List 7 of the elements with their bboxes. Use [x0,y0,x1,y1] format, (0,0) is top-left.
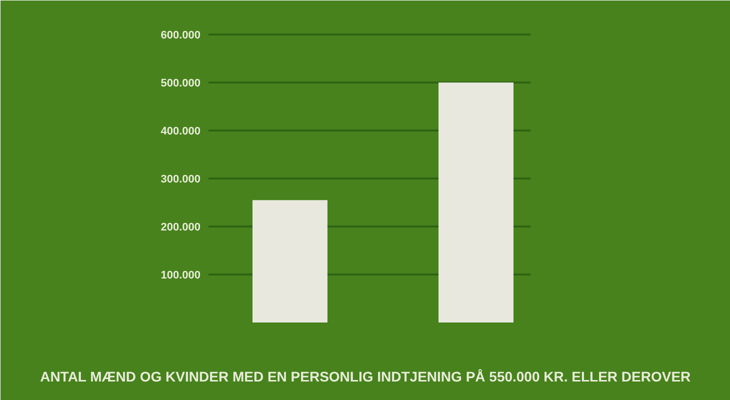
y-tick-label: 200.000 [160,222,201,234]
y-tick-label: 300.000 [160,174,201,186]
text: ANTAL MÆND OG KVINDER MED EN PERSONLIG INDTJENING PÅ 550.000 KR. ELLER DEROVER [40,368,691,384]
y-tick-label: 100.000 [160,270,201,282]
y-tick-label: 600.000 [160,30,201,42]
y-tick-label: 500.000 [160,78,201,90]
y-tick-label: 400.000 [160,126,201,138]
